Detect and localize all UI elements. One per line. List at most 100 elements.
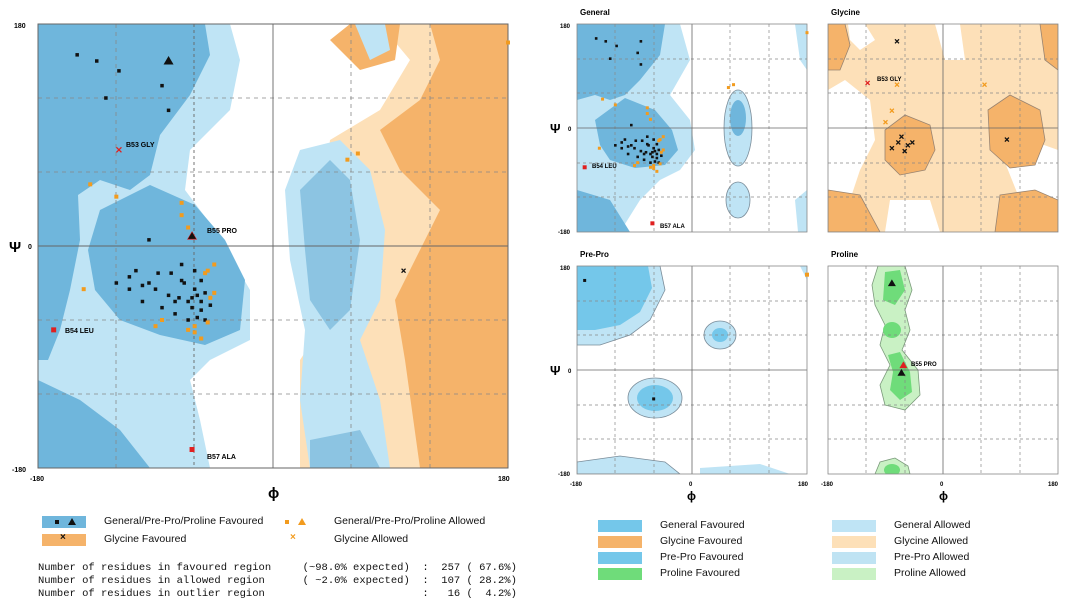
favoured-point: [640, 139, 644, 143]
proline-tick-x-mid: 0: [940, 482, 944, 488]
glycine-favoured-point: [401, 268, 407, 274]
allowed-point: [726, 86, 730, 90]
proline-panel-axes: [828, 266, 1058, 474]
legend-general-allowed-swatch: [832, 520, 876, 532]
prepro-tick-y-bottom: -180: [558, 472, 571, 478]
main-tick-y-bottom: -180: [12, 467, 26, 474]
general-panel-points: [582, 31, 809, 226]
favoured-point: [199, 308, 203, 312]
favoured-point: [651, 150, 654, 154]
general-label-b57-ala: B57 ALA: [660, 224, 685, 230]
favoured-point: [192, 268, 197, 273]
glycine-favoured-point: [909, 139, 915, 145]
allowed-point: [661, 135, 665, 139]
legend-prepro-favoured-swatch: [598, 552, 642, 564]
favoured-point: [623, 138, 627, 141]
favoured-point: [190, 296, 194, 300]
allowed-point: [186, 225, 191, 230]
favoured-point: [657, 148, 661, 152]
favoured-point: [147, 281, 151, 285]
main-plot-zero-lines: [38, 24, 508, 468]
prepro-panel-points: [583, 272, 809, 401]
favoured-point: [199, 278, 203, 283]
legend-general-favoured-label: General Favoured: [660, 519, 745, 531]
favoured-point: [651, 155, 654, 159]
favoured-point: [75, 53, 79, 57]
favoured-point: [163, 56, 174, 65]
favoured-point: [166, 108, 171, 113]
favoured-point: [104, 96, 108, 100]
favoured-point: [630, 144, 633, 147]
glycine-panel-frame: [827, 23, 1059, 233]
favoured-point: [179, 278, 184, 283]
general-panel-frame: [576, 23, 808, 233]
favoured-point: [182, 281, 186, 285]
favoured-point: [647, 144, 650, 147]
favoured-point: [95, 59, 99, 63]
allowed-point: [601, 97, 605, 101]
prepro-panel-axes: [577, 266, 807, 474]
allowed-point: [645, 106, 649, 110]
favoured-point: [608, 57, 612, 60]
favoured-point: [649, 152, 652, 156]
allowed-point: [192, 324, 197, 329]
glycine-allowed-point: [982, 82, 987, 88]
allowed-point: [648, 117, 652, 121]
allowed-point: [205, 320, 210, 325]
allowed-point: [805, 31, 809, 35]
allowed-point: [179, 200, 184, 205]
allowed-point: [648, 165, 652, 169]
favoured-point: [156, 271, 160, 275]
main-plot-points: [51, 40, 510, 452]
favoured-point: [634, 139, 638, 143]
favoured-point: [653, 149, 657, 153]
general-favoured-region-4: [300, 160, 360, 330]
prepro-tick-y-top: 180: [560, 266, 571, 272]
favoured-point: [615, 44, 618, 48]
glycine-label-b53-gly: B53 GLY: [877, 77, 901, 83]
allowed-point: [732, 83, 736, 87]
prepro-tick-x-mid: 0: [689, 482, 693, 488]
favoured-point: [642, 152, 646, 156]
favoured-point: [633, 146, 636, 150]
proline-panel-title: Proline: [831, 250, 859, 259]
legend-glycine-allowed-swatch: [832, 536, 876, 548]
general-tick-y-bottom: -180: [558, 230, 571, 236]
legend-general-favoured-swatch: [598, 520, 642, 532]
allowed-point: [655, 169, 659, 173]
favoured-point: [199, 299, 203, 304]
general-favoured-region-3: [38, 380, 150, 468]
prepro-panel-title: Pre-Pro: [580, 250, 609, 259]
stats-favoured-line: Number of residues in favoured region (~…: [38, 562, 517, 574]
favoured-point: [652, 146, 655, 150]
legend-gly-allowed-label: Glycine Allowed: [334, 533, 409, 545]
favoured-point: [177, 296, 181, 300]
legend-general-allowed-label: General Allowed: [894, 519, 971, 531]
outlier-point: [51, 327, 57, 333]
favoured-point: [186, 299, 190, 304]
allowed-point: [199, 336, 204, 341]
allowed-point: [81, 287, 86, 292]
favoured-point: [127, 287, 132, 291]
glycine-panel-axes: [828, 24, 1058, 232]
triangle-marker-icon: [298, 518, 306, 525]
favoured-point: [169, 271, 173, 275]
allowed-point: [636, 161, 640, 165]
main-plot-frame: [37, 23, 509, 469]
allowed-point: [658, 162, 662, 166]
favoured-point: [620, 141, 624, 144]
favoured-point: [140, 283, 145, 288]
prepro-tick-x-left: -180: [570, 482, 583, 488]
cross-marker-icon: ×: [290, 532, 296, 543]
favoured-point: [636, 51, 639, 55]
favoured-point: [140, 299, 145, 304]
allowed-point: [633, 164, 636, 168]
favoured-point: [166, 293, 171, 298]
favoured-point: [630, 123, 633, 127]
favoured-point: [173, 299, 177, 304]
favoured-point: [897, 368, 906, 376]
glycine-favoured-point: [895, 139, 901, 145]
square-marker-icon: [285, 520, 289, 524]
main-tick-x-right: 180: [498, 476, 510, 483]
